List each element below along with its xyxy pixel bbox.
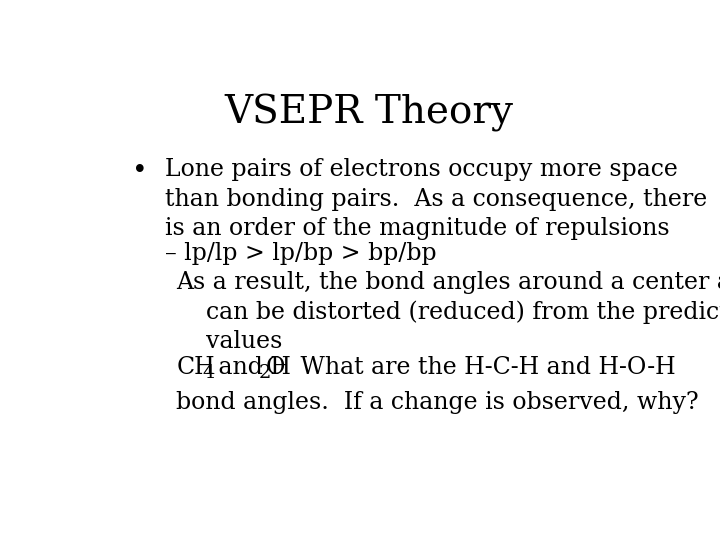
Text: – lp/lp > lp/bp > bp/bp: – lp/lp > lp/bp > bp/bp: [166, 241, 437, 265]
Text: As a result, the bond angles around a center atoms
    can be distorted (reduced: As a result, the bond angles around a ce…: [176, 271, 720, 353]
Text: O  What are the H-C-H and H-O-H: O What are the H-C-H and H-O-H: [266, 356, 676, 379]
Text: CH: CH: [176, 356, 215, 379]
Text: VSEPR Theory: VSEPR Theory: [225, 94, 513, 132]
Text: bond angles.  If a change is observed, why?: bond angles. If a change is observed, wh…: [176, 391, 699, 414]
Text: Lone pairs of electrons occupy more space
than bonding pairs.  As a consequence,: Lone pairs of electrons occupy more spac…: [166, 158, 708, 240]
Text: 4: 4: [202, 364, 215, 382]
Text: 2: 2: [258, 364, 271, 382]
Text: and H: and H: [210, 356, 290, 379]
Text: •: •: [132, 158, 148, 184]
